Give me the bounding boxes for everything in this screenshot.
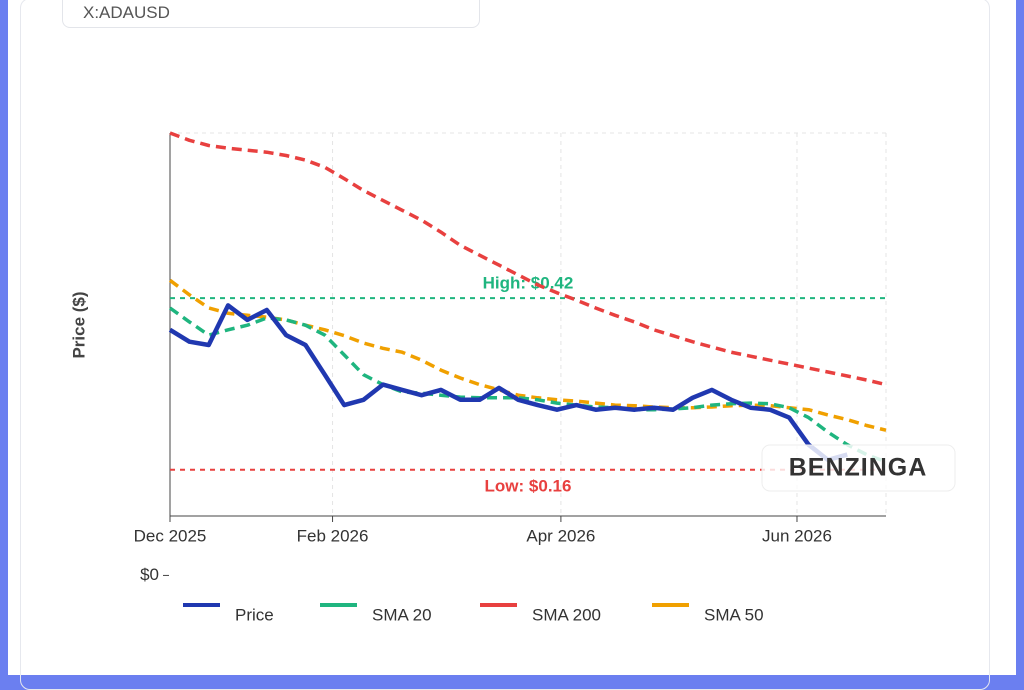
page: X:ADAUSD Price ($) Dec 2025 Feb 2026 Apr 2…	[8, 0, 1016, 690]
reference-label: High: $0.42	[483, 274, 574, 293]
x-tick-label: Apr 2026	[526, 526, 595, 545]
symbol-box: X:ADAUSD	[62, 0, 480, 28]
series-line	[168, 306, 887, 464]
x-tick-label: Jun 2026	[762, 526, 832, 545]
watermark-box	[761, 444, 956, 492]
chart: Price ($) Dec 2025 Feb 2026 Apr 2026 Jun 20…	[69, 131, 956, 624]
card	[8, 0, 1016, 675]
watermark: BENZINGA	[789, 454, 928, 482]
reference-label: Low: $0.16	[485, 476, 572, 495]
x-tick-label: Dec 2025	[134, 526, 207, 545]
legend-label: SMA 50	[704, 605, 764, 624]
legend-label: Price	[235, 605, 274, 624]
y-tick-label: $0	[140, 565, 159, 584]
series-line	[168, 303, 848, 463]
x-tick-label: Feb 2026	[297, 526, 369, 545]
y-axis-title: Price ($)	[69, 291, 88, 358]
legend-label: SMA 200	[532, 605, 601, 624]
symbol: X:ADAUSD	[83, 3, 170, 22]
legend-label: SMA 20	[372, 605, 432, 624]
series-line	[168, 278, 887, 432]
series-line	[169, 131, 887, 387]
